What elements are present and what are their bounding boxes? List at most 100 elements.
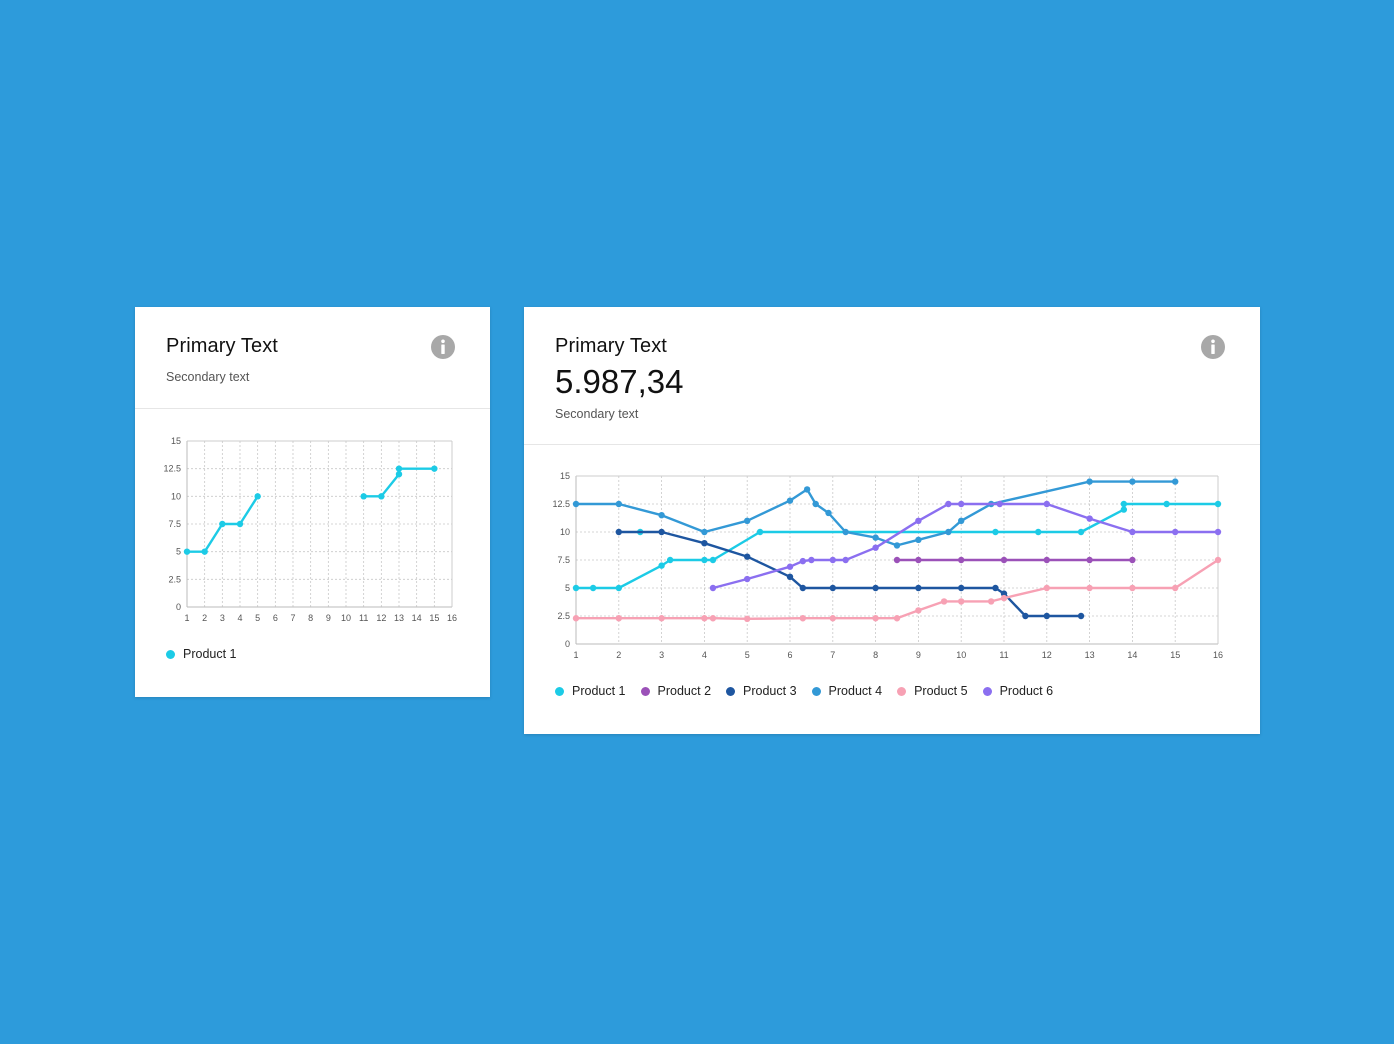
data-point[interactable] (829, 584, 836, 592)
data-point[interactable] (842, 528, 849, 536)
data-point[interactable] (893, 542, 901, 549)
data-point[interactable] (254, 493, 261, 500)
legend-item[interactable]: Product 1 (166, 647, 237, 661)
data-point[interactable] (872, 544, 879, 551)
legend-item[interactable]: Product 5 (897, 684, 968, 698)
data-point[interactable] (786, 563, 794, 570)
data-point[interactable] (958, 584, 965, 592)
data-point[interactable] (786, 573, 794, 580)
data-point[interactable] (803, 486, 811, 493)
data-point[interactable] (1043, 612, 1050, 620)
data-point[interactable] (829, 615, 836, 622)
data-point[interactable] (786, 497, 794, 504)
data-point[interactable] (744, 575, 751, 583)
data-point[interactable] (1022, 612, 1029, 620)
legend-item[interactable]: Product 3 (726, 684, 797, 698)
data-point[interactable] (709, 615, 717, 622)
data-point[interactable] (1129, 528, 1136, 536)
data-point[interactable] (1214, 500, 1222, 508)
data-point[interactable] (658, 562, 665, 569)
data-point[interactable] (1214, 556, 1222, 564)
data-point[interactable] (958, 556, 965, 564)
data-point[interactable] (219, 520, 226, 528)
data-point[interactable] (958, 500, 965, 508)
data-point[interactable] (829, 556, 836, 564)
data-point[interactable] (812, 500, 819, 508)
data-point[interactable] (893, 615, 901, 622)
data-point[interactable] (1172, 478, 1179, 485)
data-point[interactable] (1043, 556, 1050, 564)
info-icon[interactable] (431, 335, 455, 359)
data-point[interactable] (1129, 584, 1136, 592)
data-point[interactable] (709, 584, 717, 592)
data-point[interactable] (431, 465, 438, 472)
data-point[interactable] (1120, 506, 1128, 513)
data-point[interactable] (1000, 556, 1008, 564)
data-point[interactable] (1035, 528, 1042, 536)
data-point[interactable] (183, 548, 191, 555)
data-point[interactable] (615, 584, 622, 592)
data-point[interactable] (915, 556, 922, 564)
data-point[interactable] (1000, 594, 1008, 602)
data-point[interactable] (1086, 584, 1093, 592)
data-point[interactable] (842, 556, 849, 564)
data-point[interactable] (1163, 500, 1170, 508)
data-point[interactable] (987, 598, 995, 605)
data-point[interactable] (378, 493, 385, 500)
data-point[interactable] (701, 528, 708, 536)
data-point[interactable] (395, 471, 403, 478)
legend-item[interactable]: Product 2 (640, 684, 711, 698)
data-point[interactable] (658, 615, 665, 622)
data-point[interactable] (872, 615, 879, 622)
data-point[interactable] (666, 556, 674, 564)
data-point[interactable] (201, 548, 208, 555)
data-point[interactable] (958, 517, 965, 524)
data-point[interactable] (1120, 500, 1128, 508)
data-point[interactable] (915, 517, 922, 524)
legend-item[interactable]: Product 4 (811, 684, 882, 698)
data-point[interactable] (236, 520, 244, 528)
data-point[interactable] (1086, 556, 1093, 564)
data-point[interactable] (1172, 528, 1179, 536)
data-point[interactable] (940, 598, 948, 605)
data-point[interactable] (825, 509, 832, 517)
data-point[interactable] (1043, 584, 1050, 592)
data-point[interactable] (799, 615, 807, 622)
data-point[interactable] (744, 553, 751, 560)
data-point[interactable] (996, 500, 1003, 508)
data-point[interactable] (701, 556, 708, 564)
data-point[interactable] (744, 517, 751, 524)
legend-item[interactable]: Product 1 (555, 684, 626, 698)
data-point[interactable] (615, 528, 622, 536)
data-point[interactable] (893, 556, 901, 564)
data-point[interactable] (1129, 556, 1136, 564)
data-point[interactable] (958, 598, 965, 605)
data-point[interactable] (709, 556, 717, 564)
data-point[interactable] (658, 528, 665, 536)
data-point[interactable] (992, 528, 999, 536)
data-point[interactable] (945, 500, 952, 508)
data-point[interactable] (1077, 528, 1085, 536)
data-point[interactable] (756, 528, 764, 536)
data-point[interactable] (744, 615, 751, 622)
data-point[interactable] (1172, 584, 1179, 592)
data-point[interactable] (360, 493, 367, 500)
data-point[interactable] (945, 528, 952, 536)
data-point[interactable] (1000, 590, 1008, 597)
data-point[interactable] (872, 584, 879, 592)
data-point[interactable] (1077, 612, 1085, 620)
data-point[interactable] (1086, 478, 1093, 485)
data-point[interactable] (572, 500, 580, 508)
data-point[interactable] (915, 536, 922, 544)
data-point[interactable] (572, 584, 580, 592)
data-point[interactable] (1043, 500, 1050, 508)
data-point[interactable] (799, 557, 807, 565)
data-point[interactable] (658, 512, 665, 519)
data-point[interactable] (915, 584, 922, 592)
data-point[interactable] (992, 584, 999, 592)
data-point[interactable] (701, 540, 708, 547)
data-point[interactable] (701, 615, 708, 622)
data-point[interactable] (915, 607, 922, 614)
data-point[interactable] (589, 584, 597, 592)
data-point[interactable] (615, 500, 622, 508)
